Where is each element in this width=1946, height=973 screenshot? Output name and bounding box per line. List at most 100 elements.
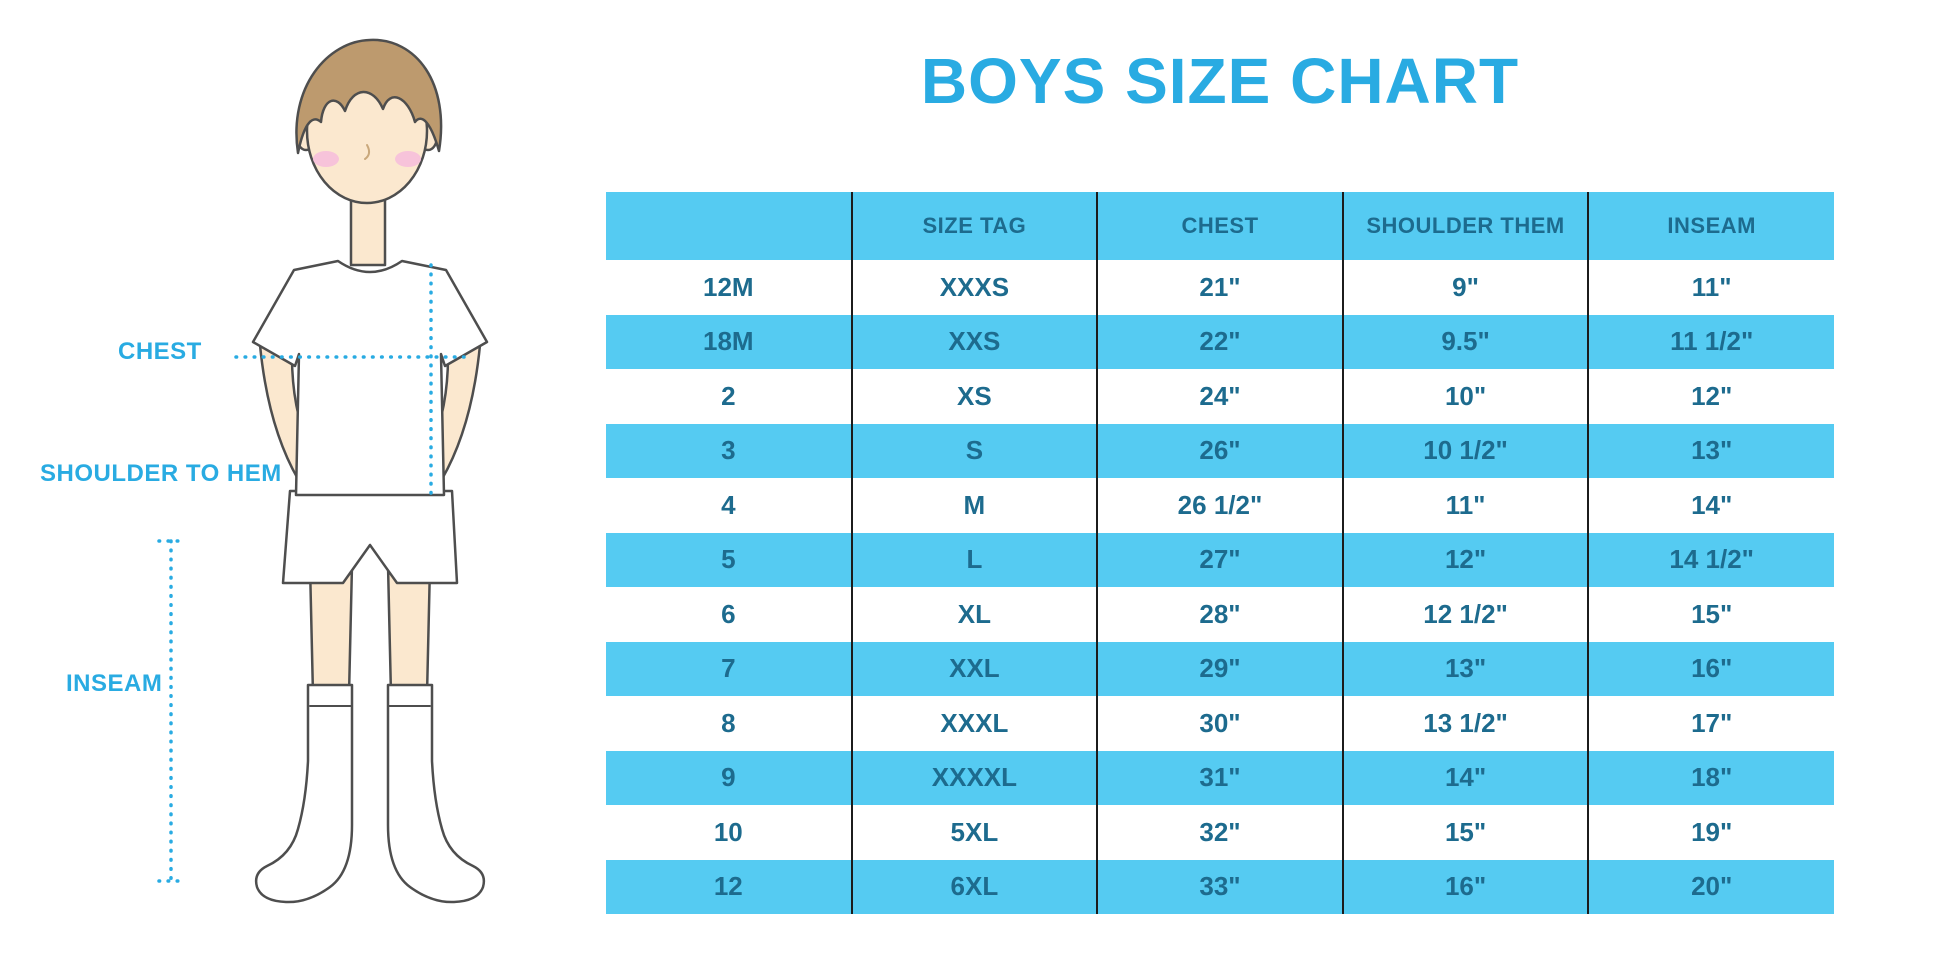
table-cell: 12" xyxy=(1587,369,1834,424)
table-row: 18M XXS 22" 9.5" 11 1/2" xyxy=(606,314,1834,369)
table-cell: 26" xyxy=(1096,423,1343,478)
boy-hair xyxy=(295,38,443,155)
table-cell: 15" xyxy=(1587,587,1834,642)
table-row: 6 XL 28" 12 1/2" 15" xyxy=(606,587,1834,642)
size-table-wrap: SIZE TAG CHEST SHOULDER THEM INSEAM 12M XXXS… xyxy=(606,192,1834,914)
table-cell: 21" xyxy=(1096,260,1343,315)
table-cell: 2 xyxy=(606,369,852,424)
column-header: INSEAM xyxy=(1587,192,1834,260)
table-cell: 14" xyxy=(1587,478,1834,533)
table-cell: 26 1/2" xyxy=(1096,478,1343,533)
boy-illustration xyxy=(157,38,489,904)
table-cell: 32" xyxy=(1096,805,1343,860)
column-header: SHOULDER THEM xyxy=(1341,192,1589,260)
table-cell: 14" xyxy=(1341,750,1589,805)
table-cell: 11" xyxy=(1587,260,1834,315)
column-header xyxy=(606,192,852,260)
table-cell: XS xyxy=(850,369,1098,424)
table-cell: 13" xyxy=(1341,641,1589,696)
boy-sock-right xyxy=(386,683,486,904)
boy-sock-left xyxy=(254,683,354,904)
table-cell: 8 xyxy=(606,696,852,751)
table-cell: 4 xyxy=(606,478,852,533)
column-header: SIZE TAG xyxy=(850,192,1098,260)
table-cell: 3 xyxy=(606,423,852,478)
table-cell: 17" xyxy=(1587,696,1834,751)
table-cell: 12 1/2" xyxy=(1341,587,1589,642)
size-chart-area: BOYS SIZE CHART SIZE TAG CHEST SHOULDER TH… xyxy=(606,0,1834,973)
table-cell: 10 1/2" xyxy=(1341,423,1589,478)
table-cell: 19" xyxy=(1587,805,1834,860)
header-row: SIZE TAG CHEST SHOULDER THEM INSEAM xyxy=(606,192,1834,260)
table-cell: XXS xyxy=(850,314,1098,369)
table-cell: 11 1/2" xyxy=(1587,314,1834,369)
table-cell: 9 xyxy=(606,750,852,805)
table-cell: XXXS xyxy=(850,260,1098,315)
size-table: SIZE TAG CHEST SHOULDER THEM INSEAM 12M XXXS… xyxy=(606,192,1834,914)
table-cell: 7 xyxy=(606,641,852,696)
table-cell: L xyxy=(850,532,1098,587)
boy-blush-left xyxy=(313,151,339,167)
table-row: 4 M 26 1/2" 11" 14" xyxy=(606,478,1834,533)
table-cell: 12M xyxy=(606,260,852,315)
boy-leg-left xyxy=(308,563,354,697)
table-cell: XL xyxy=(850,587,1098,642)
table-cell: 12" xyxy=(1341,532,1589,587)
table-cell: 13 1/2" xyxy=(1341,696,1589,751)
table-cell: 30" xyxy=(1096,696,1343,751)
table-cell: M xyxy=(850,478,1098,533)
table-cell: 20" xyxy=(1587,859,1834,914)
table-row: 5 L 27" 12" 14 1/2" xyxy=(606,532,1834,587)
page-title: BOYS SIZE CHART xyxy=(920,45,1520,117)
table-cell: 22" xyxy=(1096,314,1343,369)
table-cell: XXXL xyxy=(850,696,1098,751)
table-row: 10 5XL 32" 15" 19" xyxy=(606,805,1834,860)
column-header: CHEST xyxy=(1096,192,1343,260)
table-row: 8 XXXL 30" 13 1/2" 17" xyxy=(606,696,1834,751)
table-row: 2 XS 24" 10" 12" xyxy=(606,369,1834,424)
table-cell: 27" xyxy=(1096,532,1343,587)
table-row: 12 6XL 33" 16" 20" xyxy=(606,859,1834,914)
table-cell: 12 xyxy=(606,859,852,914)
table-cell: 11" xyxy=(1341,478,1589,533)
figure-label-shoulder-to-hem: SHOULDER TO HEM xyxy=(40,460,282,487)
table-cell: 16" xyxy=(1341,859,1589,914)
boy-shirt xyxy=(251,259,489,497)
table-row: 7 XXL 29" 13" 16" xyxy=(606,641,1834,696)
measurement-figure-area: CHEST SHOULDER TO HEM INSEAM xyxy=(0,0,606,973)
table-cell: XXXXL xyxy=(850,750,1098,805)
table-cell: 5 xyxy=(606,532,852,587)
table-cell: 6 xyxy=(606,587,852,642)
boy-leg-right xyxy=(386,563,432,697)
table-cell: 15" xyxy=(1341,805,1589,860)
table-cell: 10" xyxy=(1341,369,1589,424)
table-row: 3 S 26" 10 1/2" 13" xyxy=(606,423,1834,478)
table-cell: 13" xyxy=(1587,423,1834,478)
table-cell: 14 1/2" xyxy=(1587,532,1834,587)
table-cell: 18" xyxy=(1587,750,1834,805)
table-cell: 18M xyxy=(606,314,852,369)
table-cell: 31" xyxy=(1096,750,1343,805)
table-cell: 5XL xyxy=(850,805,1098,860)
size-table-body: 12M XXXS 21" 9" 11" 18M XXS 22" 9.5" 11 1/2" 2 XS 24… xyxy=(606,260,1834,914)
table-cell: 9.5" xyxy=(1341,314,1589,369)
table-cell: 29" xyxy=(1096,641,1343,696)
table-cell: 24" xyxy=(1096,369,1343,424)
boy-nose xyxy=(364,144,371,160)
table-cell: 6XL xyxy=(850,859,1098,914)
table-row: 9 XXXXL 31" 14" 18" xyxy=(606,750,1834,805)
table-cell: XXL xyxy=(850,641,1098,696)
boy-neck xyxy=(349,191,387,267)
figure-label-chest: CHEST xyxy=(118,338,202,365)
boy-blush-right xyxy=(395,151,421,167)
table-cell: 28" xyxy=(1096,587,1343,642)
table-cell: 33" xyxy=(1096,859,1343,914)
figure-label-inseam: INSEAM xyxy=(66,670,163,697)
table-cell: 9" xyxy=(1341,260,1589,315)
table-cell: 10 xyxy=(606,805,852,860)
table-cell: 16" xyxy=(1587,641,1834,696)
table-cell: S xyxy=(850,423,1098,478)
table-row: 12M XXXS 21" 9" 11" xyxy=(606,260,1834,315)
boy-shorts xyxy=(281,489,459,585)
